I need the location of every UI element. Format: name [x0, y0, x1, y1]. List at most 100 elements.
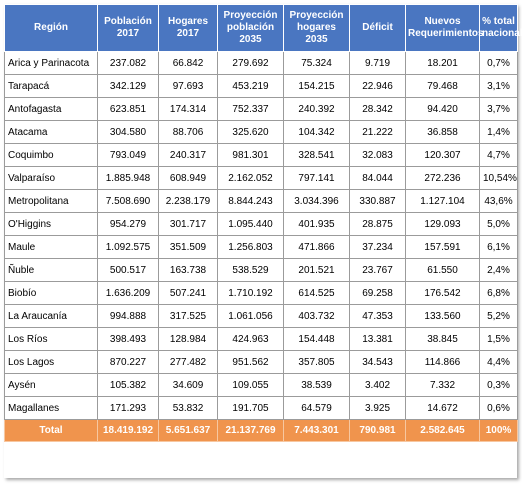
table-header: Región Población 2017 Hogares 2017 Proyección…: [4, 4, 522, 52]
cell-region: Antofagasta: [4, 97, 98, 121]
cell-population-2017: 954.279: [97, 212, 159, 236]
cell-projected-population-2035: 538.529: [217, 258, 284, 282]
cell-deficit: 3.402: [349, 373, 406, 397]
cell-households-2017: 88.706: [158, 120, 218, 144]
cell-region: Los Ríos: [4, 327, 98, 351]
cell-projected-households-2035: 357.805: [283, 350, 350, 374]
cell-new-requirements: 38.845: [405, 327, 480, 351]
total-cell-projected-households-2035: 7.443.301: [283, 419, 350, 442]
cell-percent-national: 6,1%: [479, 235, 518, 259]
table-row: Maule 1.092.575 351.509 1.256.803 471.866 37.…: [4, 235, 518, 259]
cell-region: Maule: [4, 235, 98, 259]
cell-households-2017: 240.317: [158, 143, 218, 167]
cell-projected-population-2035: 453.219: [217, 74, 284, 98]
regional-housing-table: Región Población 2017 Hogares 2017 Proyección…: [4, 4, 522, 442]
cell-population-2017: 105.382: [97, 373, 159, 397]
column-header-population-2017: Población 2017: [97, 4, 159, 52]
cell-households-2017: 277.482: [158, 350, 218, 374]
total-row: Total 18.419.192 5.651.637 21.137.769 7.443.…: [4, 419, 518, 442]
cell-population-2017: 870.227: [97, 350, 159, 374]
column-header-deficit: Déficit: [349, 4, 406, 52]
cell-projected-population-2035: 981.301: [217, 143, 284, 167]
cell-projected-population-2035: 109.055: [217, 373, 284, 397]
total-cell-population-2017: 18.419.192: [97, 419, 159, 442]
column-header-households-2017: Hogares 2017: [158, 4, 218, 52]
table-row: Magallanes 171.293 53.832 191.705 64.579 3.92…: [4, 396, 518, 420]
column-header-projected-households-2035: Proyección hogares 2035: [283, 4, 350, 52]
cell-percent-national: 6,8%: [479, 281, 518, 305]
cell-region: Aysén: [4, 373, 98, 397]
cell-percent-national: 4,4%: [479, 350, 518, 374]
cell-region: Valparaíso: [4, 166, 98, 190]
cell-percent-national: 3,7%: [479, 97, 518, 121]
cell-percent-national: 0,3%: [479, 373, 518, 397]
cell-projected-households-2035: 154.215: [283, 74, 350, 98]
cell-population-2017: 1.885.948: [97, 166, 159, 190]
cell-projected-population-2035: 1.710.192: [217, 281, 284, 305]
cell-households-2017: 66.842: [158, 51, 218, 75]
total-cell-new-requirements: 2.582.645: [405, 419, 480, 442]
cell-region: Ñuble: [4, 258, 98, 282]
cell-projected-population-2035: 951.562: [217, 350, 284, 374]
cell-deficit: 22.946: [349, 74, 406, 98]
column-header-region: Región: [4, 4, 98, 52]
column-header-projected-population-2035: Proyección población 2035: [217, 4, 284, 52]
cell-projected-households-2035: 38.539: [283, 373, 350, 397]
cell-projected-households-2035: 201.521: [283, 258, 350, 282]
cell-population-2017: 237.082: [97, 51, 159, 75]
cell-projected-households-2035: 154.448: [283, 327, 350, 351]
table-row: Coquimbo 793.049 240.317 981.301 328.541 32.0…: [4, 143, 518, 167]
cell-population-2017: 1.636.209: [97, 281, 159, 305]
cell-households-2017: 351.509: [158, 235, 218, 259]
cell-region: La Araucanía: [4, 304, 98, 328]
table-row: O'Higgins 954.279 301.717 1.095.440 401.935 2…: [4, 212, 518, 236]
cell-projected-households-2035: 3.034.396: [283, 189, 350, 213]
cell-households-2017: 34.609: [158, 373, 218, 397]
cell-percent-national: 4,7%: [479, 143, 518, 167]
cell-region: Coquimbo: [4, 143, 98, 167]
cell-households-2017: 163.738: [158, 258, 218, 282]
cell-new-requirements: 7.332: [405, 373, 480, 397]
cell-deficit: 13.381: [349, 327, 406, 351]
table-row: Tarapacá 342.129 97.693 453.219 154.215 22.94…: [4, 74, 518, 98]
cell-new-requirements: 176.542: [405, 281, 480, 305]
cell-deficit: 9.719: [349, 51, 406, 75]
cell-projected-population-2035: 8.844.243: [217, 189, 284, 213]
cell-projected-population-2035: 191.705: [217, 396, 284, 420]
cell-projected-households-2035: 401.935: [283, 212, 350, 236]
cell-population-2017: 1.092.575: [97, 235, 159, 259]
cell-deficit: 23.767: [349, 258, 406, 282]
cell-percent-national: 5,0%: [479, 212, 518, 236]
cell-deficit: 69.258: [349, 281, 406, 305]
total-cell-region: Total: [4, 419, 98, 442]
table-body: Arica y Parinacota 237.082 66.842 279.692 75…: [4, 51, 518, 420]
cell-deficit: 32.083: [349, 143, 406, 167]
cell-percent-national: 10,54%: [479, 166, 518, 190]
cell-percent-national: 0,6%: [479, 396, 518, 420]
cell-deficit: 21.222: [349, 120, 406, 144]
cell-deficit: 34.543: [349, 350, 406, 374]
column-header-percent-national: % total nacional: [479, 4, 522, 52]
table-footer: Total 18.419.192 5.651.637 21.137.769 7.443.…: [4, 419, 518, 442]
cell-households-2017: 174.314: [158, 97, 218, 121]
cell-households-2017: 97.693: [158, 74, 218, 98]
cell-new-requirements: 114.866: [405, 350, 480, 374]
table-row: Metropolitana 7.508.690 2.238.179 8.844.243…: [4, 189, 518, 213]
cell-new-requirements: 18.201: [405, 51, 480, 75]
cell-percent-national: 3,1%: [479, 74, 518, 98]
header-row: Región Población 2017 Hogares 2017 Proyección…: [4, 4, 522, 52]
cell-projected-households-2035: 75.324: [283, 51, 350, 75]
cell-projected-households-2035: 328.541: [283, 143, 350, 167]
cell-region: O'Higgins: [4, 212, 98, 236]
cell-deficit: 3.925: [349, 396, 406, 420]
table-row: Los Ríos 398.493 128.984 424.963 154.448 13.3…: [4, 327, 518, 351]
table-row: Arica y Parinacota 237.082 66.842 279.692 75…: [4, 51, 518, 75]
cell-projected-households-2035: 403.732: [283, 304, 350, 328]
cell-households-2017: 507.241: [158, 281, 218, 305]
cell-population-2017: 793.049: [97, 143, 159, 167]
cell-percent-national: 43,6%: [479, 189, 518, 213]
cell-new-requirements: 14.672: [405, 396, 480, 420]
cell-population-2017: 623.851: [97, 97, 159, 121]
cell-deficit: 28.342: [349, 97, 406, 121]
cell-households-2017: 53.832: [158, 396, 218, 420]
